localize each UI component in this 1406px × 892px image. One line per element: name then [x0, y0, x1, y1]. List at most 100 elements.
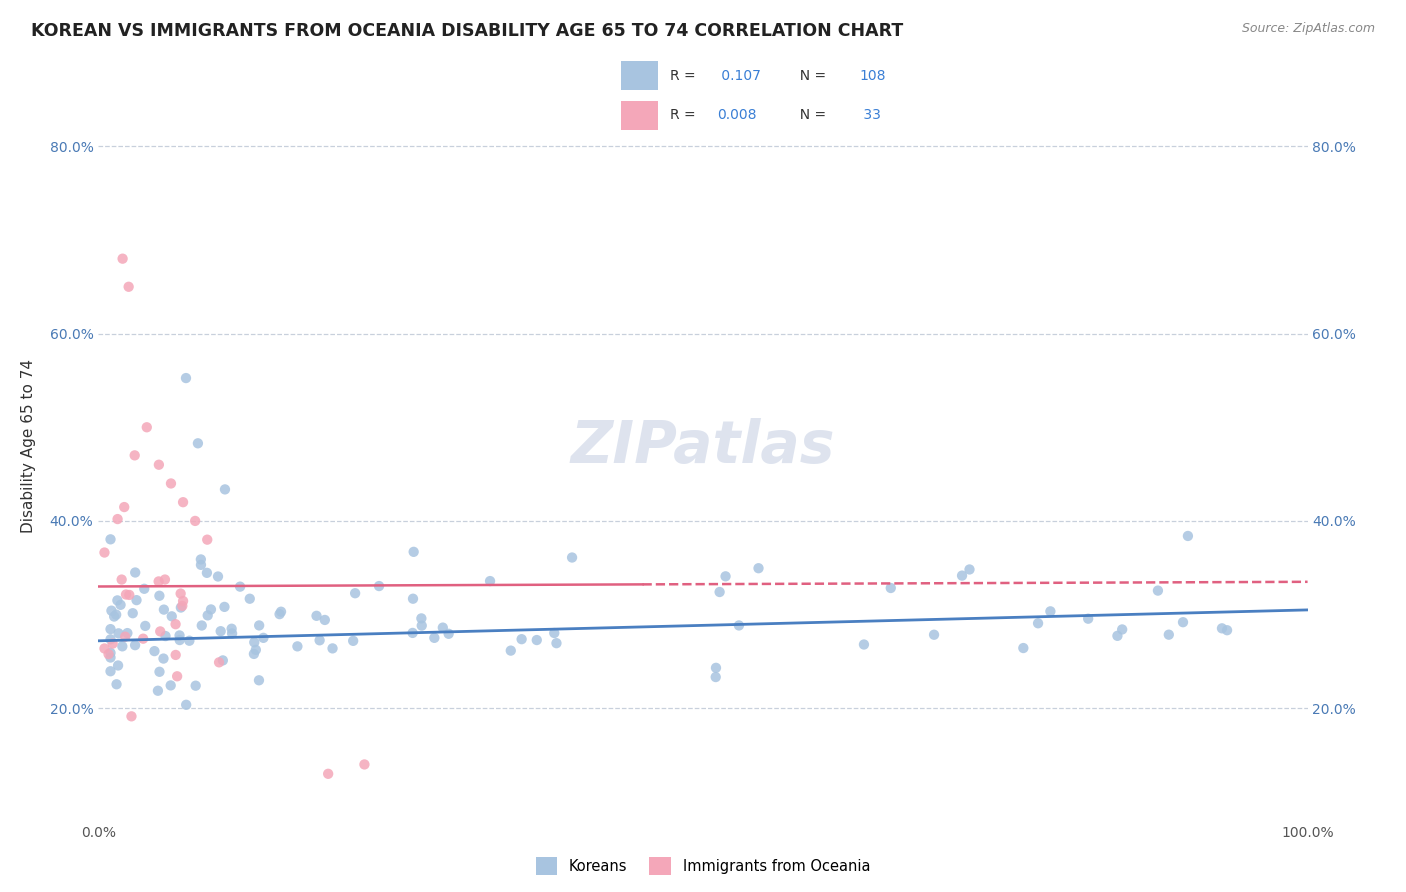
Point [93, 545, 115, 559]
Text: R =: R = [671, 69, 700, 83]
Point [432, 621, 454, 635]
Point [1211, 621, 1233, 635]
Point [125, 593, 148, 607]
Point [111, 573, 134, 587]
Text: N =: N = [792, 109, 831, 122]
Point [247, 673, 270, 688]
Text: 108: 108 [859, 69, 886, 83]
Point [214, 483, 236, 497]
Bar [621, 62, 658, 90]
Point [1111, 623, 1133, 637]
Point [305, 608, 328, 623]
Point [169, 586, 191, 600]
Point [100, 604, 122, 618]
Point [100, 622, 122, 636]
Point [166, 669, 188, 683]
Point [160, 609, 183, 624]
Point [243, 647, 266, 661]
Point [728, 618, 751, 632]
Point [143, 644, 166, 658]
Point [100, 665, 122, 679]
Point [132, 632, 155, 646]
Point [704, 670, 727, 684]
Point [170, 600, 193, 615]
Point [165, 617, 187, 632]
Point [118, 588, 141, 602]
Point [159, 678, 181, 692]
Point [101, 637, 124, 651]
Point [950, 568, 973, 582]
Point [172, 599, 194, 613]
Point [499, 643, 522, 657]
Point [269, 607, 291, 622]
Point [245, 643, 267, 657]
Text: 0.107: 0.107 [717, 69, 761, 83]
Point [124, 449, 146, 463]
Point [314, 613, 336, 627]
Point [229, 580, 252, 594]
Point [880, 581, 903, 595]
Point [146, 683, 169, 698]
Point [322, 641, 344, 656]
Point [160, 476, 183, 491]
Point [1216, 624, 1239, 638]
Text: Source: ZipAtlas.com: Source: ZipAtlas.com [1241, 22, 1375, 36]
Point [353, 757, 375, 772]
Point [114, 630, 136, 644]
Point [209, 624, 232, 639]
Point [107, 512, 129, 526]
Point [287, 640, 309, 654]
Point [1171, 615, 1194, 630]
Point [1107, 629, 1129, 643]
Point [423, 631, 446, 645]
Point [97, 647, 120, 661]
Point [190, 558, 212, 572]
Point [105, 677, 128, 691]
Point [148, 574, 170, 589]
Point [190, 552, 212, 566]
Point [93, 641, 115, 656]
Point [172, 495, 194, 509]
Point [111, 640, 134, 654]
Point [169, 633, 191, 648]
Point [510, 632, 533, 647]
Point [115, 587, 138, 601]
Point [402, 545, 425, 559]
Text: ZIPatlas: ZIPatlas [571, 417, 835, 475]
Point [184, 679, 207, 693]
Point [187, 436, 209, 450]
Point [134, 619, 156, 633]
Point [100, 533, 122, 547]
Point [207, 569, 229, 583]
Point [221, 626, 243, 640]
Point [411, 618, 433, 632]
Point [316, 767, 339, 781]
Point [124, 638, 146, 652]
Point [152, 651, 174, 665]
Point [214, 599, 236, 614]
Point [922, 628, 945, 642]
Point [134, 582, 156, 596]
Point [344, 586, 367, 600]
Point [174, 371, 197, 385]
Text: 0.008: 0.008 [717, 109, 756, 122]
Point [342, 633, 364, 648]
Point [1157, 628, 1180, 642]
Point [546, 636, 568, 650]
Point [200, 602, 222, 616]
Point [1077, 612, 1099, 626]
Point [852, 638, 875, 652]
Y-axis label: Disability Age 65 to 74: Disability Age 65 to 74 [21, 359, 35, 533]
Bar [621, 101, 658, 130]
Point [148, 458, 170, 472]
Text: N =: N = [792, 69, 831, 83]
Point [402, 591, 425, 606]
Point [401, 626, 423, 640]
Point [155, 629, 177, 643]
Point [184, 514, 207, 528]
Point [561, 550, 583, 565]
Point [221, 622, 243, 636]
Point [165, 648, 187, 662]
Text: R =: R = [671, 109, 700, 122]
Point [208, 656, 231, 670]
